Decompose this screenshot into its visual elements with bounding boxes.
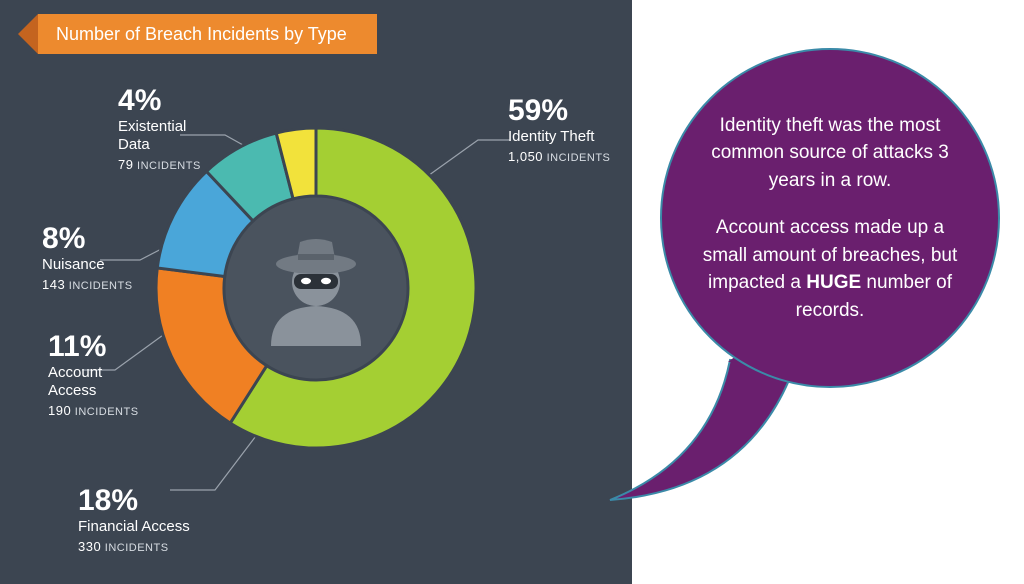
- donut-chart: [156, 128, 476, 448]
- label-identity-theft: 59% Identity Theft 1,050 INCIDENTS: [508, 96, 610, 164]
- seg-count: 143: [42, 277, 65, 292]
- seg-name: AccountAccess: [48, 364, 139, 400]
- seg-count: 330: [78, 539, 101, 554]
- incidents-word: INCIDENTS: [105, 542, 169, 554]
- incidents-word: INCIDENTS: [137, 160, 201, 172]
- label-existential-data: 4% ExistentialData 79 INCIDENTS: [118, 86, 201, 172]
- pct-value: 11: [48, 330, 80, 363]
- seg-name: Identity Theft: [508, 128, 610, 146]
- speech-bubble: Identity theft was the most common sourc…: [660, 48, 1000, 388]
- seg-name: ExistentialData: [118, 118, 201, 154]
- chart-panel: Number of Breach Incidents by Type: [0, 0, 632, 584]
- pct-value: 8: [42, 222, 59, 255]
- incidents-word: INCIDENTS: [75, 406, 139, 418]
- banner-title: Number of Breach Incidents by Type: [38, 14, 377, 54]
- pct-value: 4: [118, 84, 135, 117]
- pct-value: 18: [78, 484, 111, 517]
- seg-count: 190: [48, 403, 71, 418]
- huge-word: HUGE: [806, 272, 861, 293]
- seg-count: 79: [118, 157, 133, 172]
- bubble-para-2: Account access made up a small amount of…: [698, 214, 962, 324]
- bubble-para-1: Identity theft was the most common sourc…: [698, 112, 962, 195]
- incidents-word: INCIDENTS: [69, 280, 133, 292]
- label-nuisance: 8% Nuisance 143 INCIDENTS: [42, 224, 133, 292]
- banner-fold: [18, 14, 38, 54]
- thief-icon: [256, 228, 376, 348]
- label-account-access: 11% AccountAccess 190 INCIDENTS: [48, 332, 139, 418]
- seg-count: 1,050: [508, 149, 543, 164]
- seg-name: Financial Access: [78, 518, 190, 536]
- pct-value: 59: [508, 94, 541, 127]
- label-financial-access: 18% Financial Access 330 INCIDENTS: [78, 486, 190, 554]
- seg-name: Nuisance: [42, 256, 133, 274]
- incidents-word: INCIDENTS: [547, 152, 611, 164]
